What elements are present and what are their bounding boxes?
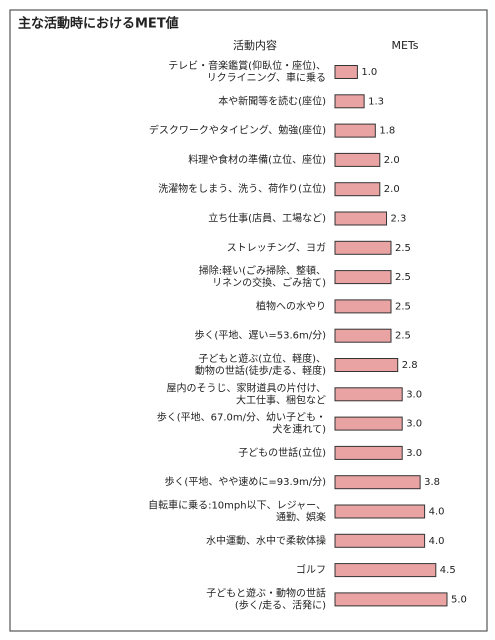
category-label: 屋内のそうじ、家財道具の片付け、大工仕事、梱包など (167, 381, 327, 406)
value-label: 1.8 (379, 126, 395, 137)
category-line: リネンの交換、ごみ捨て) (212, 276, 326, 289)
category-line: 通勤、娯楽 (276, 511, 326, 524)
bar (334, 123, 376, 138)
value-label: 3.0 (406, 448, 422, 459)
category-label: ストレッチング、ヨガ (227, 241, 326, 254)
value-header: METs (391, 39, 418, 52)
value-label: 4.0 (429, 507, 445, 518)
value-label: 2.5 (395, 331, 411, 342)
value-label: 5.0 (451, 594, 467, 605)
value-label: 2.5 (395, 272, 411, 283)
bar (334, 270, 392, 285)
category-label: 料理や食材の準備(立位、座位) (188, 153, 326, 166)
value-label: 2.8 (402, 360, 418, 371)
category-label: テレビ・音楽鑑賞(仰臥位・座位)、リクライニング、車に乗る (168, 59, 326, 84)
category-label: ゴルフ (296, 563, 326, 576)
value-label: 3.0 (406, 389, 422, 400)
bar (334, 299, 392, 314)
category-line: 子どもと遊ぶ・動物の世話 (206, 586, 326, 599)
category-label: 掃除:軽い(ごみ掃除、整頓、リネンの交換、ごみ捨て) (199, 264, 326, 289)
category-line: リクライニング、車に乗る (207, 71, 326, 84)
bar (334, 592, 448, 607)
category-line: 自転車に乗る:10mph以下、レジャー、 (148, 499, 326, 512)
frame (9, 9, 488, 632)
value-label: 1.3 (368, 96, 384, 107)
category-line: 歩く(平地、やや速めに=93.9m/分) (164, 475, 326, 488)
bar (334, 211, 388, 226)
category-line: 歩く(平地、67.0m/分、幼い子ども・ (157, 411, 326, 424)
category-label: 自転車に乗る:10mph以下、レジャー、通勤、娯楽 (148, 499, 326, 524)
value-label: 2.5 (395, 301, 411, 312)
category-label: 歩く(平地、やや速めに=93.9m/分) (164, 475, 326, 488)
value-label: 4.5 (440, 565, 456, 576)
category-line: 犬を連れて) (272, 423, 326, 436)
category-header: 活動内容 (233, 38, 277, 52)
value-label: 2.0 (384, 155, 400, 166)
bar (334, 240, 392, 255)
category-line: 植物への水やり (256, 299, 326, 312)
value-label: 2.5 (395, 243, 411, 254)
bar (334, 65, 358, 79)
category-line: 動物の世話(徒歩/走る、軽度) (195, 364, 326, 377)
category-line: 子どもの世話(立位) (238, 446, 326, 459)
category-line: 掃除:軽い(ごみ掃除、整頓、 (199, 264, 326, 277)
category-label: 洗濯物をしまう、洗う、荷作り(立位) (158, 182, 326, 195)
category-label: 子どもの世話(立位) (238, 446, 326, 459)
bar (334, 152, 381, 167)
category-line: ゴルフ (296, 563, 326, 576)
category-line: 大工仕事、梱包など (236, 393, 326, 406)
bar (334, 387, 403, 402)
value-label: 3.8 (424, 477, 440, 488)
bar (334, 94, 365, 109)
category-line: 立ち仕事(店員、工場など) (208, 212, 326, 225)
category-line: 本や新聞等を読む(座位) (218, 94, 326, 107)
category-label: 子どもと遊ぶ・動物の世話(歩く/走る、活発に) (206, 586, 326, 611)
category-label: 歩く(平地、遅い=53.6m/分) (194, 329, 326, 342)
category-label: 植物への水やり (256, 299, 326, 312)
value-label: 2.0 (384, 184, 400, 195)
chart-title: 主な活動時におけるMET値 (18, 16, 179, 32)
category-line: 料理や食材の準備(立位、座位) (188, 153, 326, 166)
category-line: 洗濯物をしまう、洗う、荷作り(立位) (158, 182, 326, 195)
category-label: デスクワークやタイピング、勉強(座位) (149, 124, 326, 137)
bar (334, 358, 399, 372)
value-label: 3.0 (406, 419, 422, 430)
bar (334, 416, 403, 431)
bar (334, 328, 392, 343)
category-line: 歩く(平地、遅い=53.6m/分) (194, 329, 326, 342)
category-line: テレビ・音楽鑑賞(仰臥位・座位)、 (168, 59, 326, 72)
value-label: 2.3 (391, 214, 407, 225)
bar (334, 563, 437, 578)
category-line: 水中運動、水中で柔軟体操 (206, 534, 326, 547)
category-label: 立ち仕事(店員、工場など) (208, 212, 326, 225)
bar (334, 504, 426, 519)
category-label: 歩く(平地、67.0m/分、幼い子ども・犬を連れて) (157, 411, 326, 436)
bar (334, 445, 403, 460)
category-label: 水中運動、水中で柔軟体操 (206, 534, 326, 547)
category-label: 子どもと遊ぶ(立位、軽度)、動物の世話(徒歩/走る、軽度) (195, 352, 326, 377)
bar (334, 182, 381, 197)
category-line: (歩く/走る、活発に) (235, 598, 326, 611)
value-label: 1.0 (361, 67, 377, 78)
category-line: デスクワークやタイピング、勉強(座位) (149, 124, 326, 137)
category-line: ストレッチング、ヨガ (227, 241, 326, 254)
category-label: 本や新聞等を読む(座位) (218, 94, 326, 107)
bar (334, 533, 426, 548)
bar (334, 475, 421, 490)
value-label: 4.0 (429, 536, 445, 547)
category-line: 屋内のそうじ、家財道具の片付け、 (167, 381, 327, 394)
category-line: 子どもと遊ぶ(立位、軽度)、 (198, 352, 326, 365)
